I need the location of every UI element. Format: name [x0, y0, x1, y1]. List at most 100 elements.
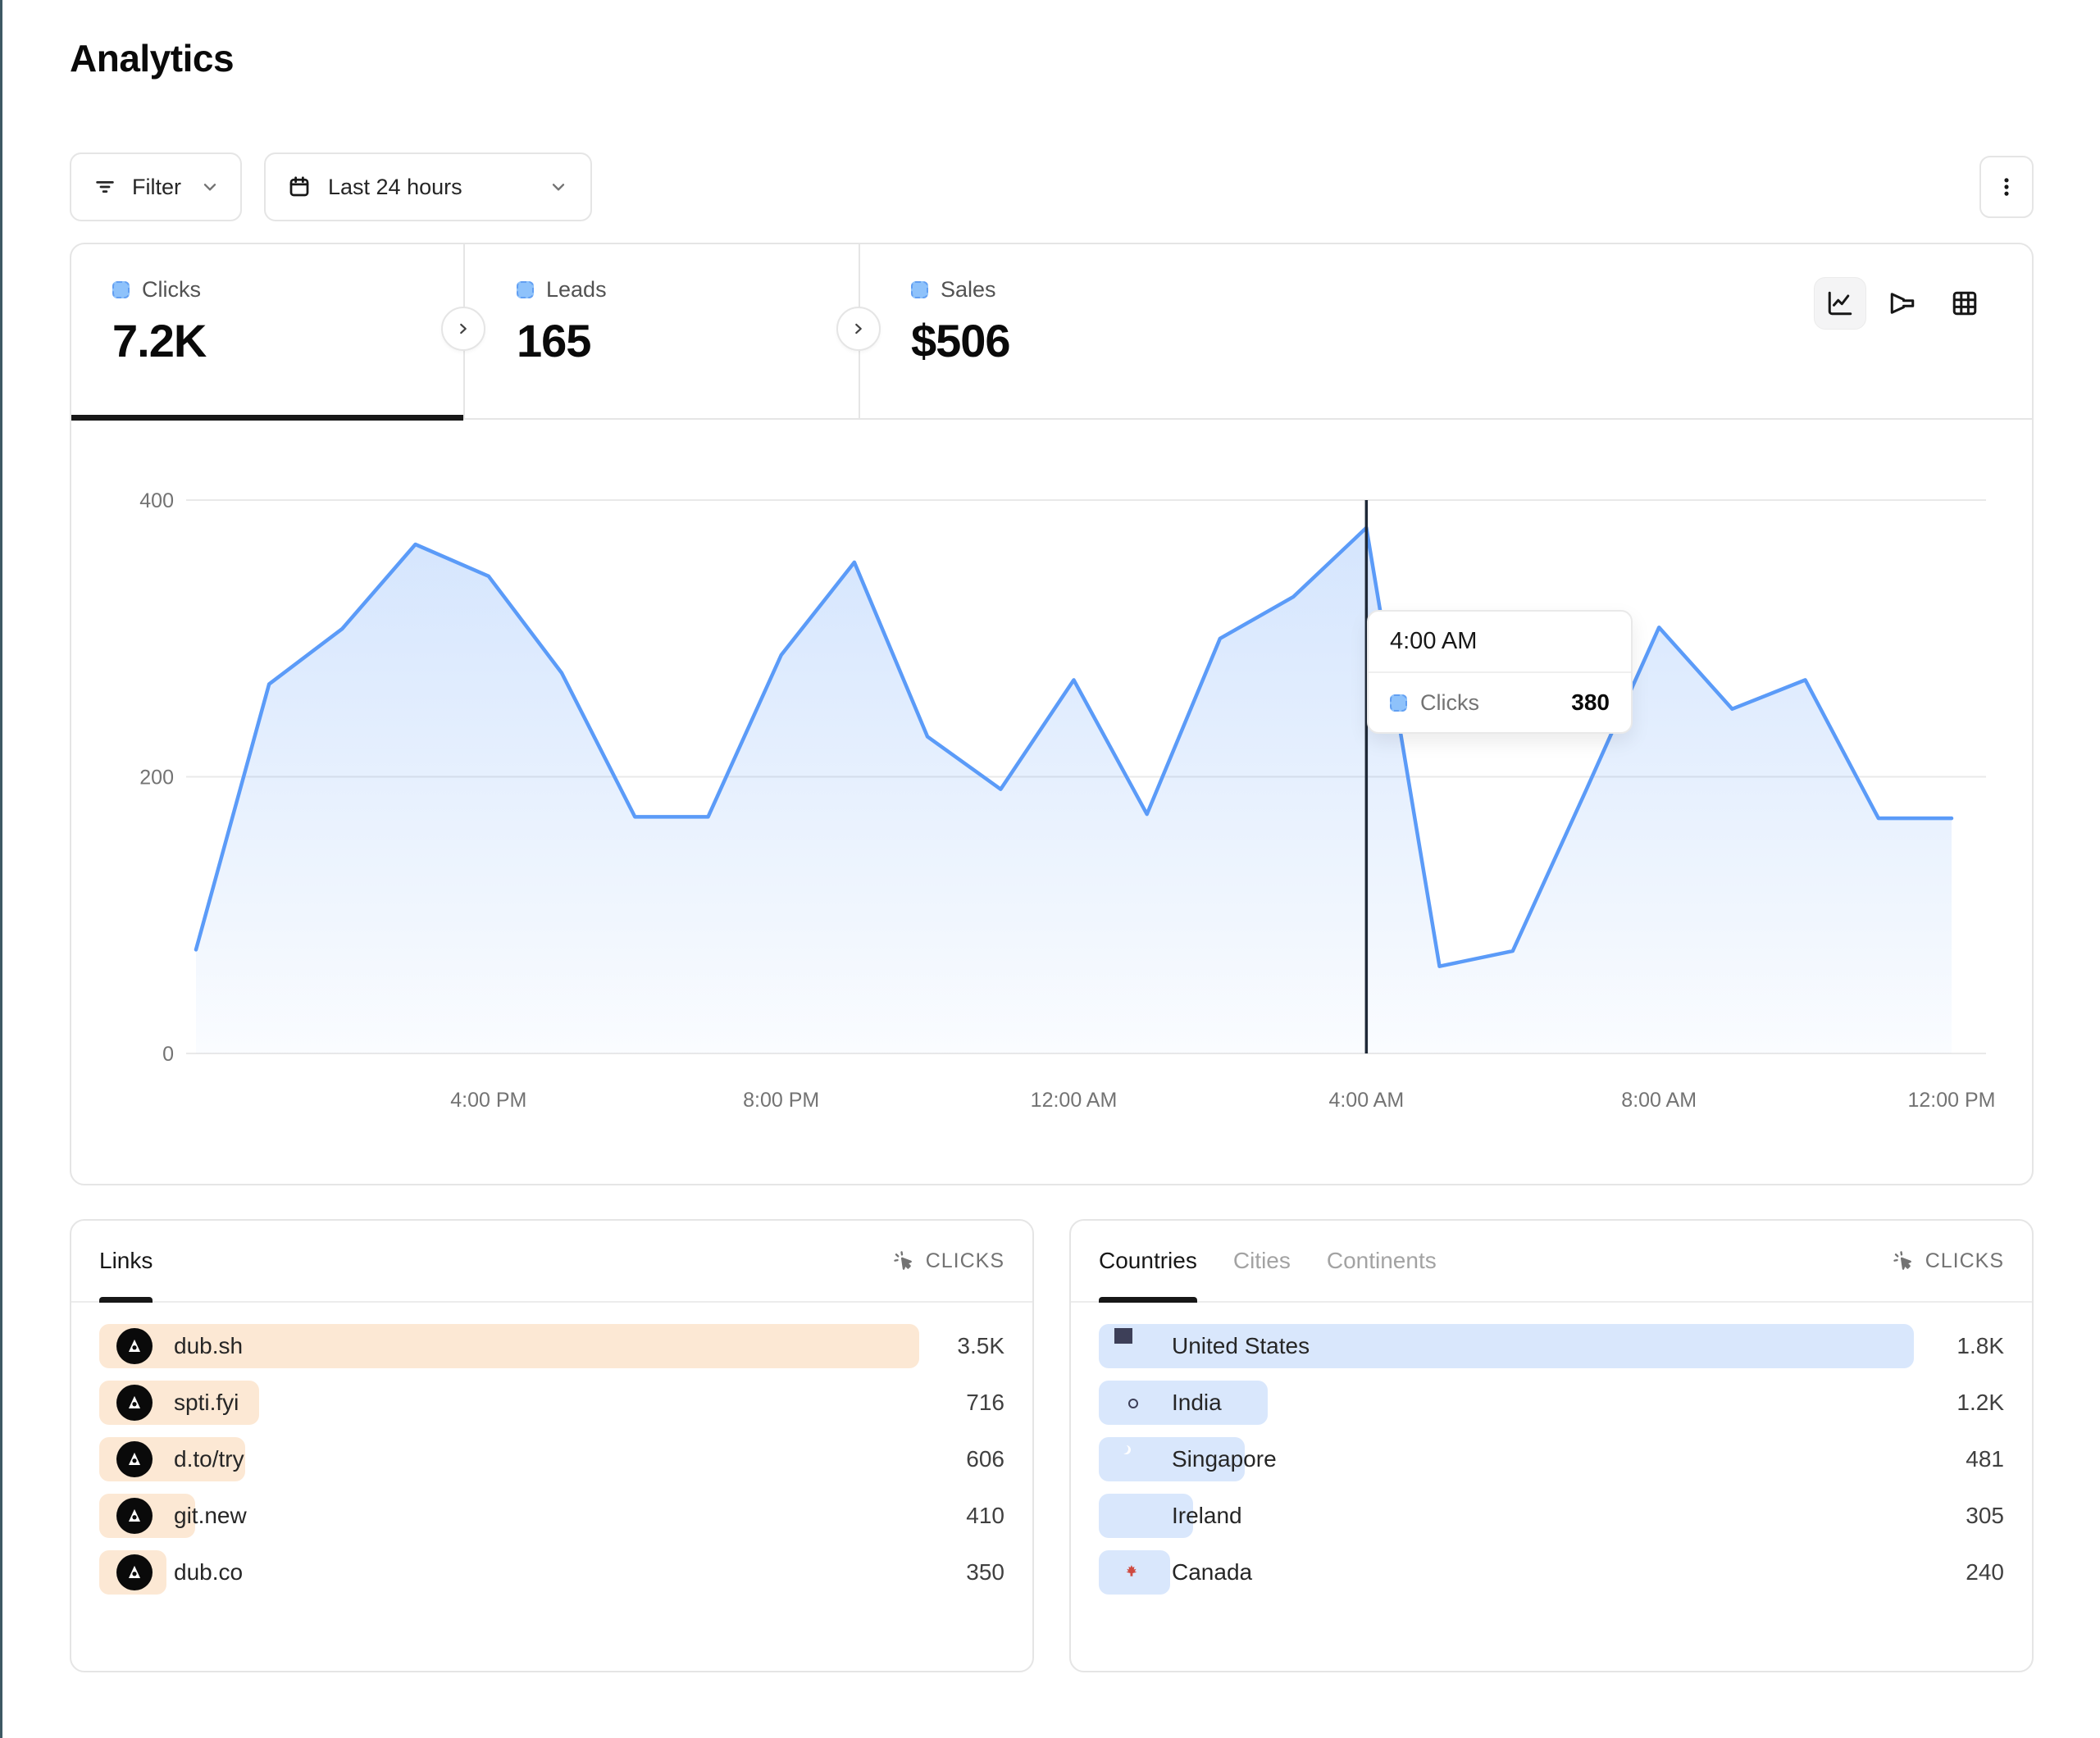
- link-domain: d.to/try: [174, 1446, 244, 1472]
- clicks-stat-value: 7.2K: [112, 315, 207, 366]
- chevron-right-icon: [855, 323, 862, 334]
- country-name: Ireland: [1172, 1503, 1242, 1528]
- svg-text:12:00 AM: 12:00 AM: [1031, 1089, 1118, 1112]
- clicks-stat-label: Clicks: [142, 277, 201, 302]
- dub-logo-icon: [116, 1328, 153, 1364]
- links-card: Links CLICKS dub.sh 3.5K spti.fyi 716: [70, 1219, 1034, 1672]
- country-row[interactable]: Singapore 481: [1099, 1437, 2004, 1481]
- click-cursor-icon: [894, 1251, 912, 1270]
- tooltip-legend-square-icon: [1390, 694, 1407, 712]
- link-clicks: 716: [966, 1390, 1004, 1415]
- tooltip-time: 4:00 AM: [1369, 612, 1631, 673]
- date-range-button[interactable]: Last 24 hours: [264, 152, 592, 221]
- countries-rows: United States 1.8K India 1.2K Singapore …: [1099, 1324, 2004, 1607]
- sales-legend-square-icon: [911, 281, 928, 298]
- sales-stat-label: Sales: [941, 277, 996, 302]
- funnel-icon: [1890, 293, 1915, 314]
- clicks-legend-square-icon: [112, 281, 130, 298]
- expand-leads-button[interactable]: [836, 307, 881, 351]
- link-row[interactable]: d.to/try 606: [99, 1437, 1004, 1481]
- tab-leads[interactable]: Leads 165: [517, 277, 607, 367]
- sales-stat-value: $506: [911, 315, 1011, 366]
- link-clicks: 3.5K: [957, 1333, 1004, 1358]
- kebab-icon: [1995, 175, 2018, 198]
- country-clicks: 1.8K: [1957, 1333, 2004, 1358]
- countries-metric-label: CLICKS: [1925, 1249, 2004, 1272]
- calendar-icon: [287, 175, 312, 199]
- chevron-down-icon: [548, 176, 569, 198]
- area-chart-canvas[interactable]: 0 200 400 4:00 PM 8:00 PM 12:00 AM 4:00 AM 8:00…: [71, 420, 2032, 1184]
- link-clicks: 606: [966, 1446, 1004, 1472]
- link-domain: spti.fyi: [174, 1390, 239, 1415]
- svg-text:8:00 AM: 8:00 AM: [1621, 1089, 1697, 1112]
- filter-icon: [93, 175, 117, 199]
- countries-card-header: Countries Cities Continents CLICKS: [1071, 1221, 2032, 1303]
- links-metric-label: CLICKS: [925, 1249, 1004, 1272]
- links-rows: dub.sh 3.5K spti.fyi 716 d.to/try 606 gi…: [99, 1324, 1004, 1607]
- stats-row: Clicks 7.2K Leads 165 Sales $506: [71, 244, 2032, 421]
- funnel-view-button[interactable]: [1876, 277, 1929, 330]
- links-metric-header[interactable]: CLICKS: [891, 1249, 1004, 1273]
- tab-countries[interactable]: Countries: [1099, 1221, 1197, 1303]
- country-name: Singapore: [1172, 1446, 1277, 1472]
- country-name: India: [1172, 1390, 1222, 1415]
- svg-text:8:00 PM: 8:00 PM: [743, 1089, 819, 1112]
- leads-legend-square-icon: [517, 281, 534, 298]
- link-row[interactable]: git.new 410: [99, 1494, 1004, 1538]
- country-clicks: 240: [1966, 1559, 2004, 1585]
- chevron-right-icon: [460, 323, 467, 334]
- country-clicks: 481: [1966, 1446, 2004, 1472]
- click-cursor-icon: [1893, 1251, 1911, 1270]
- clicks-timeseries-chart[interactable]: 0 200 400 4:00 PM 8:00 PM 12:00 AM 4:00 AM 8:00…: [71, 420, 2032, 1184]
- link-domain: dub.co: [174, 1559, 244, 1585]
- countries-metric-header[interactable]: CLICKS: [1891, 1249, 2004, 1273]
- tab-cities[interactable]: Cities: [1232, 1248, 1291, 1273]
- line-chart-view-button[interactable]: [1814, 277, 1866, 330]
- expand-clicks-button[interactable]: [441, 307, 485, 351]
- link-clicks: 350: [966, 1559, 1004, 1585]
- filter-button[interactable]: Filter: [70, 152, 242, 221]
- date-range-label: Last 24 hours: [328, 174, 462, 199]
- tab-continents[interactable]: Continents: [1326, 1248, 1437, 1273]
- countries-card: Countries Cities Continents CLICKS Unite…: [1069, 1219, 2034, 1672]
- active-tab-underline: [71, 415, 463, 421]
- svg-text:200: 200: [139, 767, 174, 789]
- country-name: Canada: [1172, 1559, 1253, 1585]
- tab-clicks[interactable]: Clicks 7.2K: [112, 277, 207, 367]
- svg-text:400: 400: [139, 489, 174, 512]
- link-row[interactable]: dub.co 350: [99, 1550, 1004, 1595]
- chart-view-switcher: [1814, 277, 1991, 330]
- svg-text:0: 0: [162, 1043, 174, 1066]
- chart-tooltip: 4:00 AM Clicks 380: [1367, 610, 1633, 734]
- link-domain: git.new: [174, 1503, 247, 1528]
- table-grid-icon: [1952, 291, 1977, 316]
- country-clicks: 1.2K: [1957, 1390, 2004, 1415]
- analytics-chart-card: Clicks 7.2K Leads 165 Sales $506: [70, 243, 2034, 1185]
- country-row[interactable]: Canada 240: [1099, 1550, 2004, 1595]
- link-row[interactable]: spti.fyi 716: [99, 1381, 1004, 1425]
- chevron-down-icon: [199, 176, 221, 198]
- more-options-button[interactable]: [1979, 156, 2034, 218]
- dub-logo-icon: [116, 1385, 153, 1421]
- leads-stat-label: Leads: [546, 277, 607, 302]
- svg-text:4:00 PM: 4:00 PM: [450, 1089, 526, 1112]
- country-row[interactable]: Ireland 305: [1099, 1494, 2004, 1538]
- country-clicks: 305: [1966, 1503, 2004, 1528]
- link-clicks: 410: [966, 1503, 1004, 1528]
- table-view-button[interactable]: [1938, 277, 1991, 330]
- country-row[interactable]: United States 1.8K: [1099, 1324, 2004, 1368]
- leads-stat-value: 165: [517, 315, 591, 366]
- tooltip-series-label: Clicks: [1420, 689, 1479, 715]
- tab-links[interactable]: Links: [99, 1221, 153, 1303]
- country-row[interactable]: India 1.2K: [1099, 1381, 2004, 1425]
- links-card-header: Links CLICKS: [71, 1221, 1032, 1303]
- country-name: United States: [1172, 1333, 1310, 1358]
- page-title: Analytics: [70, 37, 235, 80]
- svg-text:12:00 PM: 12:00 PM: [1907, 1089, 1995, 1112]
- svg-text:4:00 AM: 4:00 AM: [1328, 1089, 1404, 1112]
- dub-logo-icon: [116, 1554, 153, 1590]
- link-row[interactable]: dub.sh 3.5K: [99, 1324, 1004, 1368]
- tab-sales[interactable]: Sales $506: [911, 277, 1011, 367]
- dub-logo-icon: [116, 1498, 153, 1534]
